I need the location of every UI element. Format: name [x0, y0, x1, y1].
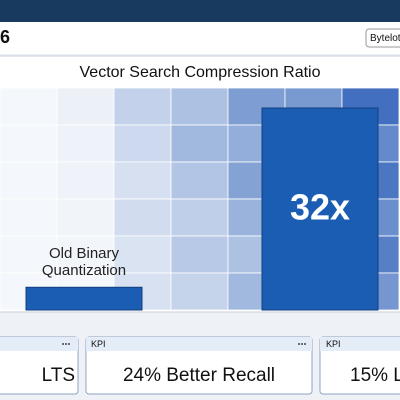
- bg-cell: [170, 161, 229, 200]
- header: [0, 22, 400, 54]
- header-button-label[interactable]: Bytelot: [370, 33, 400, 44]
- kpi-value: 15% L: [350, 365, 400, 386]
- bg-cell: [113, 198, 172, 237]
- top-bar: [0, 0, 400, 22]
- bg-cell: [113, 87, 172, 126]
- bg-cell: [56, 87, 115, 126]
- bg-cell: [56, 161, 115, 200]
- bg-cell: [0, 198, 58, 237]
- bg-cell: [113, 235, 172, 274]
- bg-cell: [170, 272, 229, 311]
- card-header: [86, 337, 312, 351]
- bg-cell: [0, 87, 58, 126]
- bg-cell: [170, 198, 229, 237]
- bg-cell: [170, 235, 229, 274]
- bg-cell: [0, 124, 58, 163]
- menu-dots[interactable]: [62, 343, 306, 345]
- bg-cell: [56, 235, 115, 274]
- kpi-value: LTS: [42, 365, 75, 386]
- kpi-label: KPI: [91, 339, 106, 349]
- bar: [25, 286, 143, 311]
- bg-cell: [56, 124, 115, 163]
- bar: [261, 107, 379, 311]
- category-label: Old Binary Quantization: [41, 245, 127, 280]
- bg-cell: [170, 124, 229, 163]
- header-button[interactable]: [365, 28, 400, 48]
- bg-cell: [113, 124, 172, 163]
- header-title: 6: [0, 27, 10, 47]
- card-header: [0, 337, 78, 351]
- bg-cell: [56, 198, 115, 237]
- kpi-label: KPI: [326, 339, 341, 349]
- kpi-card: LTS: [0, 336, 79, 395]
- bg-cell: [113, 161, 172, 200]
- chart-title: Vector Search Compression Ratio: [80, 64, 321, 81]
- bg-cell: [0, 161, 58, 200]
- bg-cell: [170, 87, 229, 126]
- kpi-card: KPI 24% Better Recall: [85, 336, 313, 395]
- value-label: 32x: [290, 187, 350, 228]
- card-header: [320, 337, 400, 351]
- kpi-value: 24% Better Recall: [123, 365, 275, 386]
- plot: 32x: [25, 107, 379, 311]
- kpi-card: KPI 15% L: [319, 336, 400, 395]
